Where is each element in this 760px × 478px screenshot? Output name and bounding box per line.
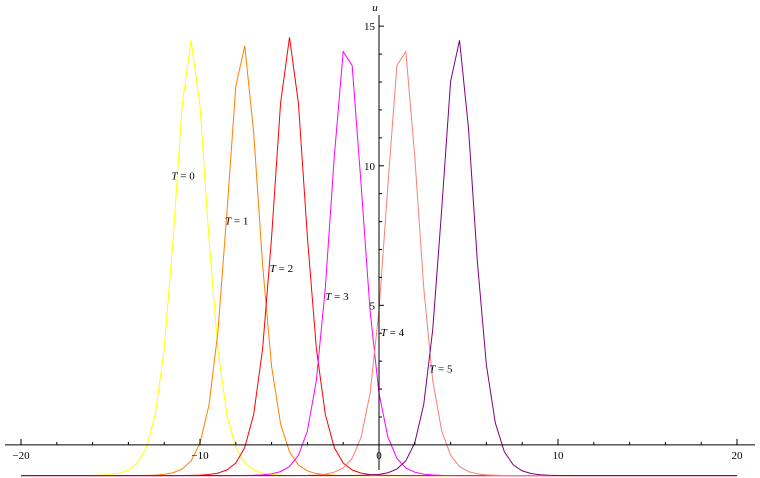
y-tick-label: 10 xyxy=(364,161,376,173)
x-tick-label: 0 xyxy=(376,450,382,462)
x-tick-label: 10 xyxy=(553,450,565,462)
y-axis-label: u xyxy=(372,2,378,14)
x-tick-label: 20 xyxy=(732,450,744,462)
curve-label-t0: T = 0 xyxy=(171,171,195,183)
curve-label-t1: T = 1 xyxy=(225,215,248,227)
curve-label-t4: T = 4 xyxy=(381,327,405,339)
curve-label-t2: T = 2 xyxy=(270,263,293,275)
curve-labels-group: T = 0 T = 1 T = 2 T = 3 T = 4 T = 5 xyxy=(171,171,453,376)
curve-label-t3: T = 3 xyxy=(325,291,349,303)
x-tick-label: −10 xyxy=(191,450,209,462)
x-tick-label: −20 xyxy=(12,450,30,462)
series-line-t5 xyxy=(21,40,737,477)
y-tick-label: 15 xyxy=(364,21,376,33)
y-tick-label: 5 xyxy=(370,300,376,312)
axes-group: −20 −10 0 10 20 5 10 15 u xyxy=(5,2,755,470)
curve-label-t5: T = 5 xyxy=(429,363,453,375)
